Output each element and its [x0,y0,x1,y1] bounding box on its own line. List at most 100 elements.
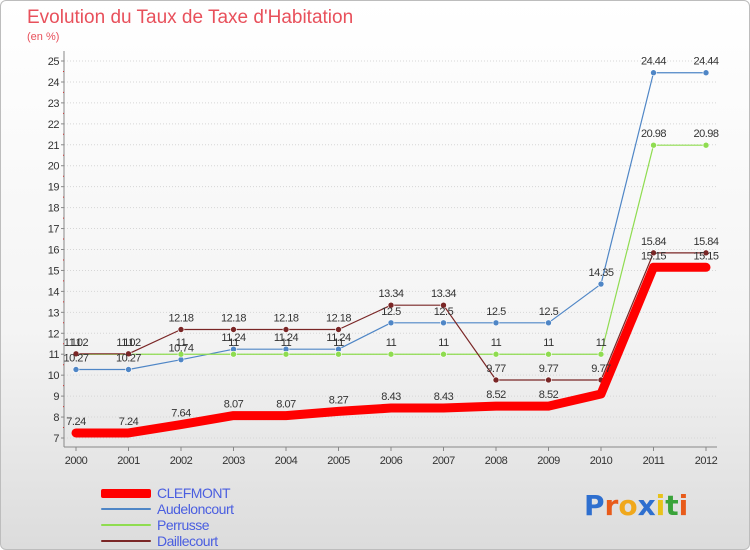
series-point-Audeloncourt-2006 [387,319,395,327]
brand-letter: i [678,489,689,522]
x-tick-label-2010: 2010 [590,455,613,467]
data-label-Perrusse-2011: 20.98 [641,128,666,140]
data-label-Daillecourt-2001: 11.02 [116,337,141,349]
y-tick-label-10: 10 [48,370,60,382]
series-point-Audeloncourt-2008 [492,319,500,327]
series-point-Perrusse-2004 [282,350,290,358]
series-point-Audeloncourt-2010 [597,280,605,288]
series-point-Daillecourt-2011 [650,249,657,257]
series-point-Daillecourt-2001 [125,350,132,358]
data-label-Perrusse-2007: 11 [438,337,449,349]
legend-item-daillecourt: Daillecourt [101,533,234,549]
data-label-Audeloncourt-2000: 10.27 [63,353,88,365]
series-point-Perrusse-2005 [335,350,342,358]
series-point-Audeloncourt-2000 [72,366,80,373]
y-tick-label-14: 14 [48,286,60,298]
y-tick-label-18: 18 [48,203,60,215]
data-label-CLEFMONT-2005: 8.27 [329,394,349,406]
data-label-Perrusse-2009: 11 [543,337,554,349]
x-tick-label-2008: 2008 [485,455,508,467]
x-tick-label-2006: 2006 [380,455,403,467]
legend-item-clefmont: CLEFMONT [101,485,234,501]
data-label-CLEFMONT-2007: 8.43 [434,391,454,403]
y-tick-label-17: 17 [48,224,60,236]
legend-swatch-daillecourt [101,540,151,542]
x-tick-label-2004: 2004 [275,455,298,467]
series-point-Perrusse-2002 [177,350,185,358]
data-label-Perrusse-2005: 11 [333,337,344,349]
data-label-Perrusse-2002: 11 [176,337,187,349]
legend-swatch-perrusse [101,524,151,526]
x-tick-label-2005: 2005 [327,455,350,467]
brand-logo: Proxiti [584,489,688,522]
data-label-Daillecourt-2008: 9.77 [486,363,506,375]
y-tick-label-25: 25 [48,56,60,68]
series-point-Daillecourt-2003 [230,326,237,333]
data-label-CLEFMONT-2008: 8.52 [486,389,506,401]
y-tick-label-19: 19 [48,182,60,194]
data-label-Audeloncourt-2010: 14.35 [588,267,613,279]
series-point-Daillecourt-2012 [702,249,710,257]
data-label-Audeloncourt-2004: 11.24 [274,332,299,344]
series-point-Daillecourt-2007 [440,301,447,309]
data-label-Perrusse-2008: 11 [491,337,502,349]
series-point-Audeloncourt-2012 [702,69,710,77]
series-point-Daillecourt-2002 [177,326,185,333]
data-label-Daillecourt-2009: 9.77 [539,363,559,375]
series-point-Daillecourt-2006 [387,301,395,309]
data-label-Daillecourt-2010: 9.77 [591,363,611,375]
legend-label-perrusse: Perrusse [157,517,210,533]
data-label-CLEFMONT-2011: 15.15 [641,250,666,262]
series-point-Perrusse-2008 [492,350,500,358]
data-label-Audeloncourt-2002: 10.74 [168,343,193,355]
data-label-Perrusse-2004: 11 [281,337,292,349]
chart-subtitle: (en %) [27,31,60,43]
series-point-Audeloncourt-2001 [125,366,132,373]
y-tick-label-24: 24 [48,77,60,89]
brand-letter: i [655,489,666,522]
series-point-Daillecourt-2008 [492,376,500,384]
x-tick-label-2009: 2009 [537,455,560,467]
data-label-CLEFMONT-2012: 15.15 [693,250,718,262]
x-tick-label-2000: 2000 [65,455,88,467]
legend-item-perrusse: Perrusse [101,517,234,533]
y-tick-label-12: 12 [48,328,60,340]
data-label-Audeloncourt-2001: 10.27 [116,353,141,365]
series-point-Audeloncourt-2002 [177,356,185,363]
data-label-Audeloncourt-2011: 24.44 [641,56,666,68]
brand-letter: r [604,489,619,522]
x-tick-label-2002: 2002 [170,455,193,467]
data-label-Perrusse-2000: 11 [71,337,82,349]
series-point-Perrusse-2012 [702,141,710,149]
data-label-Perrusse-2001: 11 [123,337,134,349]
data-label-Audeloncourt-2003: 11.24 [221,332,246,344]
legend-swatch-audeloncourt [101,508,151,510]
data-label-Daillecourt-2005: 12.18 [326,313,351,325]
legend-label-clefmont: CLEFMONT [157,485,231,501]
series-point-Daillecourt-2009 [545,376,552,384]
x-tick-label-2003: 2003 [222,455,245,467]
data-label-Daillecourt-2004: 12.18 [273,313,298,325]
data-label-Audeloncourt-2007: 12.5 [434,306,454,318]
series-point-Audeloncourt-2011 [650,69,657,77]
data-label-CLEFMONT-2000: 7.24 [66,416,86,428]
data-label-Audeloncourt-2005: 11.24 [326,332,351,344]
y-tick-label-8: 8 [53,412,59,424]
data-label-Audeloncourt-2012: 24.44 [693,56,718,68]
series-point-Perrusse-2010 [597,350,605,358]
y-tick-label-21: 21 [48,140,60,152]
data-label-Daillecourt-2011: 15.84 [641,236,666,248]
data-label-CLEFMONT-2004: 8.07 [276,399,296,411]
data-label-CLEFMONT-2009: 8.52 [539,389,559,401]
series-point-Daillecourt-2000 [72,350,80,358]
legend-label-audeloncourt: Audeloncourt [157,501,234,517]
data-label-Perrusse-2010: 11 [596,337,607,349]
legend: CLEFMONT Audeloncourt Perrusse Daillecourt [101,485,234,549]
legend-item-audeloncourt: Audeloncourt [101,501,234,517]
brand-letter: x [637,489,656,522]
data-label-Audeloncourt-2009: 12.5 [539,306,559,318]
x-tick-label-2012: 2012 [695,455,718,467]
data-label-CLEFMONT-2002: 7.64 [171,408,191,420]
